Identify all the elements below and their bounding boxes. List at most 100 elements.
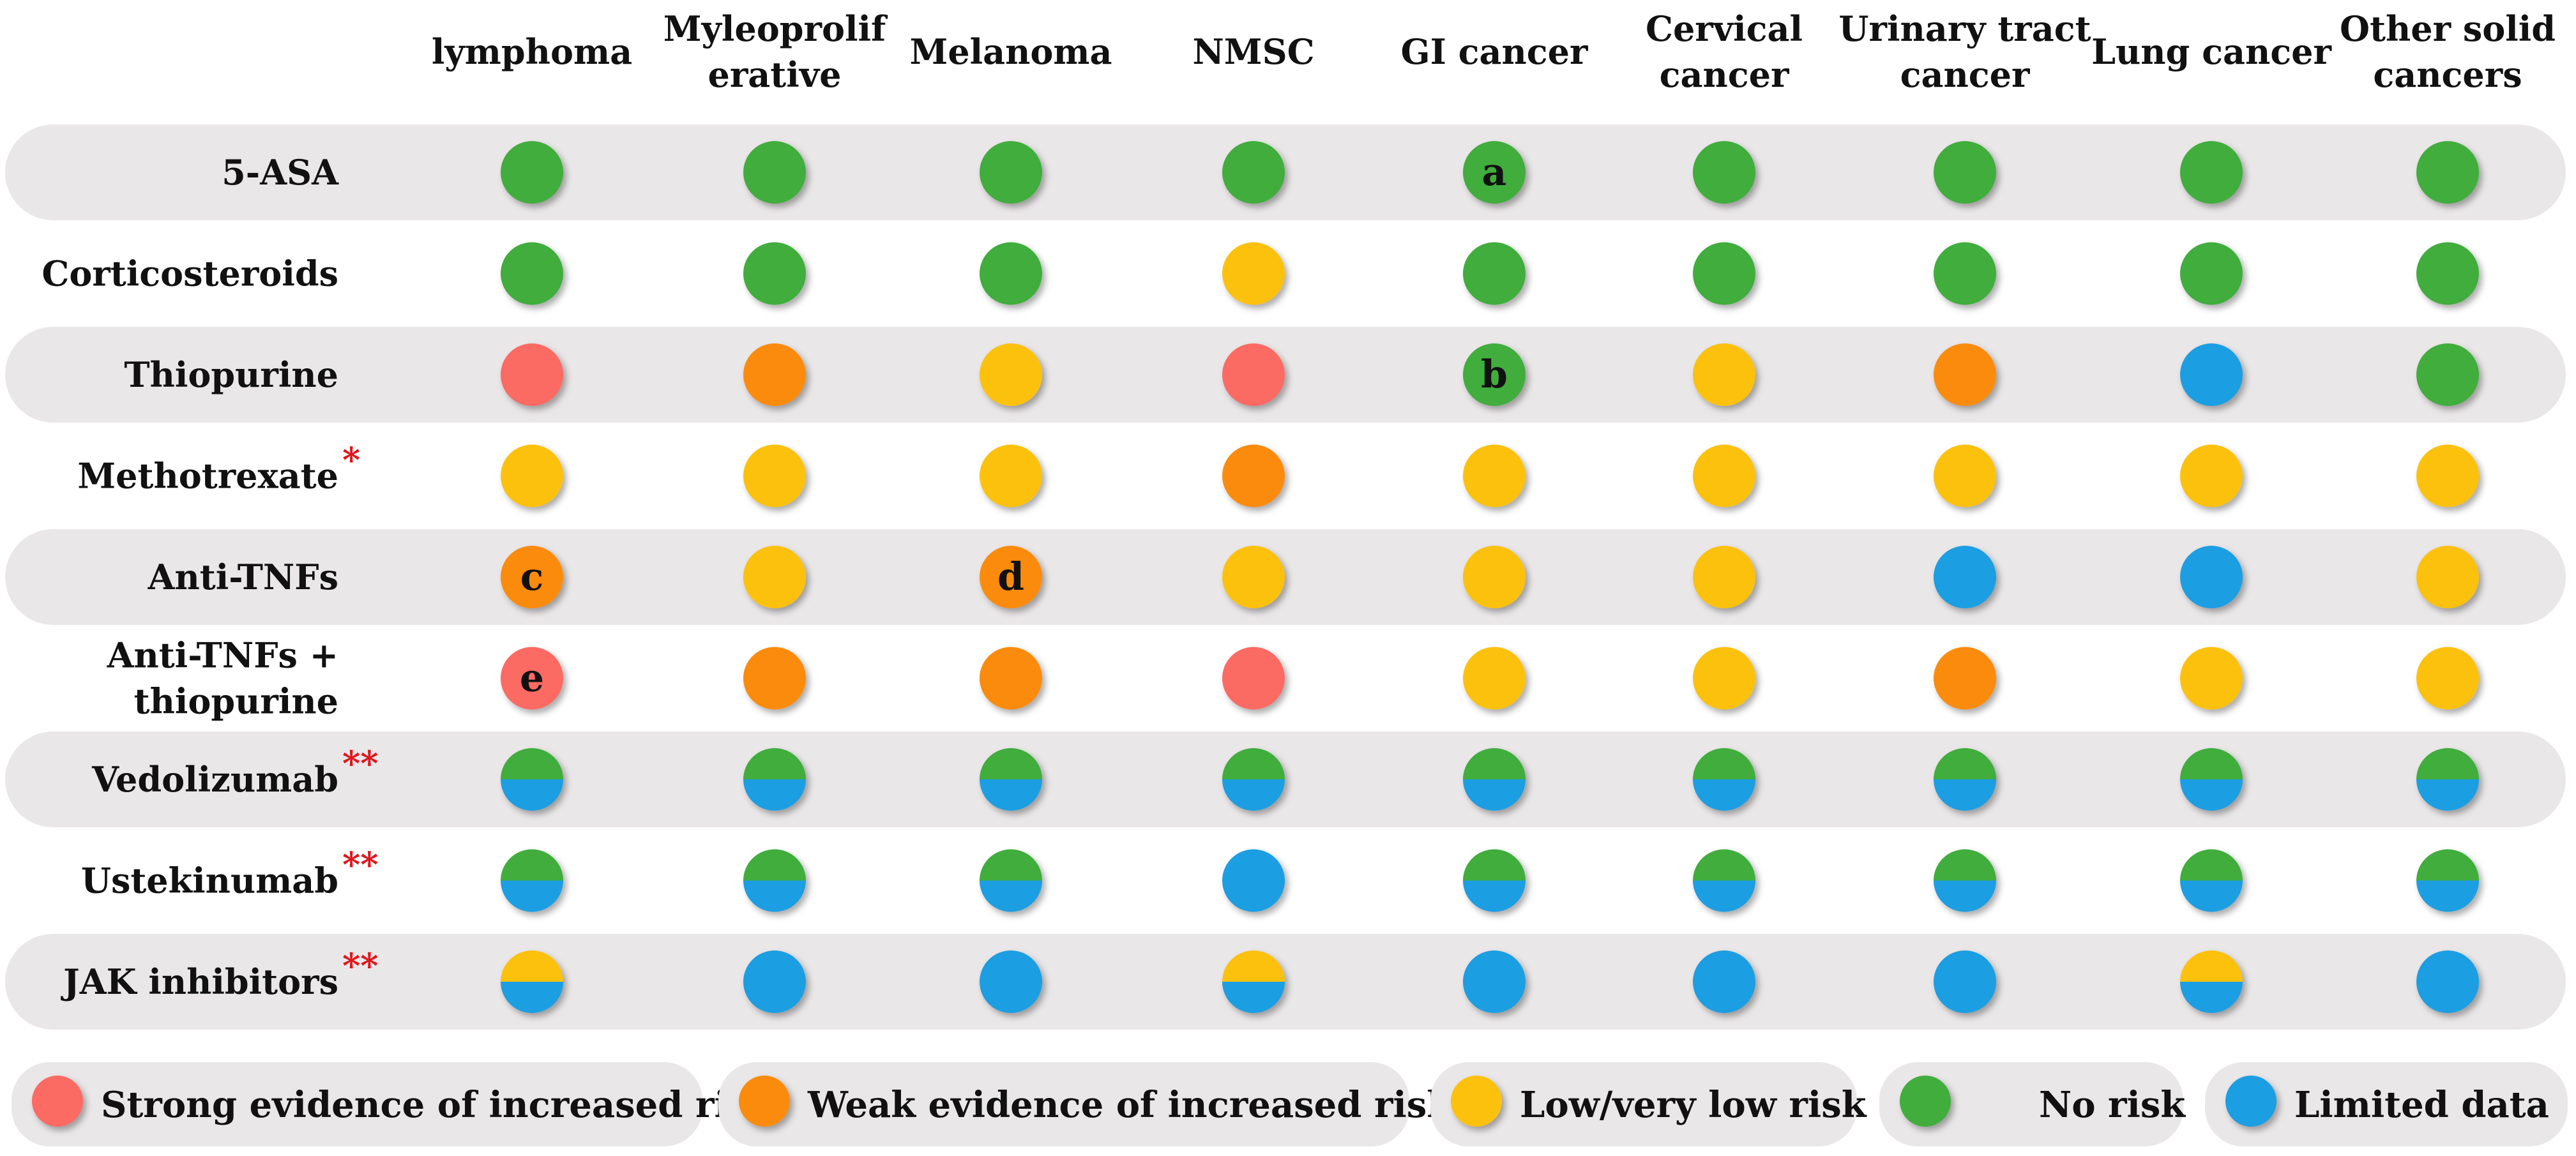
risk-dot-fill [2416, 242, 2479, 305]
risk-dot-ustekinumab-urinary-tract-cancer [1934, 849, 1996, 912]
risk-dot-fill [1222, 242, 1285, 305]
legend-swatch [739, 1076, 790, 1127]
risk-dot-thiopurine-lung-cancer [2180, 343, 2243, 406]
legend-item-strong-evidence-of-increased-risk: Strong evidence of increased risk [11, 1062, 773, 1146]
risk-dot-bottom-half [1934, 779, 1996, 811]
row-band-jak-inhibitors [5, 934, 2566, 1030]
risk-dot-bottom-half [743, 880, 806, 912]
risk-dot-anti-tnfs-other-solid-cancers [2416, 546, 2479, 608]
risk-dot-fill [2416, 343, 2479, 406]
risk-dot-anti-tnfs-gi-cancer [1463, 546, 1526, 608]
risk-dot-corticosteroids-melanoma [980, 242, 1042, 305]
risk-dot-fill [2180, 647, 2243, 710]
row-footnote-marker: ** [342, 945, 378, 986]
dot-footnote-letter: e [520, 656, 544, 701]
risk-dot-bottom-half [1463, 880, 1526, 912]
legend-item-low-very-low-risk: Low/very low risk [1430, 1062, 1867, 1146]
risk-dot-corticosteroids-nmsc [1222, 242, 1285, 305]
column-header-line: lymphoma [432, 31, 632, 72]
risk-dot-fill [1934, 242, 1996, 305]
risk-dot-fill [1222, 141, 1285, 204]
risk-dot-fill [2416, 950, 2479, 1013]
risk-dot-fill [1693, 141, 1755, 204]
risk-dot-fill [1222, 444, 1285, 507]
row-label-line: Anti-TNFs + [107, 635, 338, 676]
risk-dot-vedolizumab-nmsc [1222, 748, 1285, 811]
risk-dot-jak-inhibitors-myleoprolif-erative [743, 950, 806, 1013]
risk-dot-top-half [2180, 849, 2243, 881]
risk-dot-top-half [1693, 849, 1755, 881]
risk-dot-5-asa-lymphoma [501, 141, 563, 204]
risk-dot-top-half [2180, 748, 2243, 779]
risk-dot-anti-tnfs-thiopurine-cervical-cancer [1693, 647, 1755, 710]
column-header-line: erative [708, 54, 842, 95]
row-bands [5, 124, 2566, 1030]
row-label-line: Methotrexate [77, 456, 338, 497]
column-header-line: Cervical [1646, 8, 1803, 49]
risk-dot-fill [980, 546, 1042, 608]
column-header-line: cancers [2373, 54, 2522, 95]
risk-dot-5-asa-cervical-cancer [1693, 141, 1755, 204]
risk-dot-ustekinumab-myleoprolif-erative [743, 849, 806, 912]
risk-dot-ustekinumab-nmsc [1222, 849, 1285, 912]
risk-dot-jak-inhibitors-urinary-tract-cancer [1934, 950, 1996, 1013]
risk-dot-fill [1463, 647, 1526, 710]
risk-dot-top-half [501, 849, 563, 881]
risk-dot-fill [1693, 444, 1755, 507]
risk-dot-methotrexate-melanoma [980, 444, 1042, 507]
risk-dot-bottom-half [1222, 779, 1285, 811]
risk-dot-top-half [2416, 748, 2479, 779]
risk-dot-5-asa-melanoma [980, 141, 1042, 204]
legend-swatch-fill [32, 1076, 83, 1127]
column-header-lymphoma: lymphoma [432, 31, 632, 72]
risk-dot-vedolizumab-lung-cancer [2180, 748, 2243, 811]
risk-dot-top-half [743, 849, 806, 881]
column-header-other-solid-cancers: Other solid cancers [2340, 8, 2556, 95]
risk-dot-anti-tnfs-thiopurine-gi-cancer [1463, 647, 1526, 710]
legend: Strong evidence of increased risk Weak ev… [11, 1062, 2568, 1146]
risk-dot-fill [1222, 647, 1285, 710]
column-header-line: Other solid [2340, 8, 2556, 49]
column-header-line: Melanoma [909, 31, 1112, 72]
risk-dot-fill [1222, 546, 1285, 608]
row-label-thiopurine: Thiopurine [124, 354, 338, 395]
risk-dot-ustekinumab-other-solid-cancers [2416, 849, 2479, 912]
risk-dot-fill [1463, 546, 1526, 608]
risk-dot-thiopurine-gi-cancer [1463, 343, 1526, 406]
risk-dot-bottom-half [2416, 779, 2479, 811]
risk-dot-fill [1693, 950, 1755, 1013]
risk-dot-corticosteroids-lymphoma [501, 242, 563, 305]
column-header-line: cancer [1660, 54, 1789, 95]
risk-dot-bottom-half [743, 779, 806, 811]
legend-item-weak-evidence-of-increased-risk: Weak evidence of increased risk [718, 1062, 1452, 1146]
risk-dot-fill [1463, 141, 1526, 204]
legend-item-background [11, 1062, 702, 1146]
column-header-myleoprolif-erative: Myleoprolif erative [663, 8, 888, 95]
risk-dot-fill [1934, 647, 1996, 710]
risk-dot-fill [1463, 343, 1526, 406]
risk-dot-top-half [501, 950, 563, 982]
row-band-5-asa [5, 124, 2566, 220]
risk-dot-fill [980, 647, 1042, 710]
row-band-thiopurine [5, 327, 2566, 423]
risk-dot-jak-inhibitors-lung-cancer [2180, 950, 2243, 1013]
legend-swatch [1900, 1076, 1951, 1127]
risk-dot-fill [1934, 950, 1996, 1013]
row-band-vedolizumab [5, 732, 2566, 827]
risk-dot-fill [1222, 343, 1285, 406]
legend-swatch-fill [739, 1076, 790, 1127]
risk-dot-thiopurine-other-solid-cancers [2416, 343, 2479, 406]
risk-dot-anti-tnfs-myleoprolif-erative [743, 546, 806, 608]
risk-dot-vedolizumab-melanoma [980, 748, 1042, 811]
risk-dot-fill [1693, 647, 1755, 710]
row-footnote-marker: ** [342, 844, 378, 885]
risk-dot-bottom-half [501, 982, 563, 1013]
risk-dot-fill [1693, 546, 1755, 608]
risk-dot-fill [743, 647, 806, 710]
risk-dot-methotrexate-urinary-tract-cancer [1934, 444, 1996, 507]
risk-dot-anti-tnfs-thiopurine-nmsc [1222, 647, 1285, 710]
row-label-line: Anti-TNFs [148, 557, 338, 597]
column-header-line: NMSC [1192, 31, 1314, 72]
risk-dot-top-half [1934, 748, 1996, 779]
